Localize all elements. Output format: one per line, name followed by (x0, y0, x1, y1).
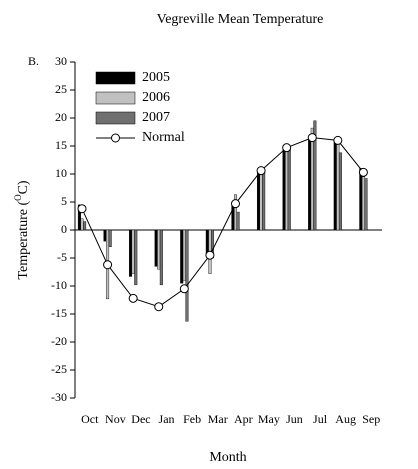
legend-swatch (95, 71, 136, 85)
y-tick-label: -20 (51, 334, 67, 348)
y-tick-label: 10 (55, 166, 67, 180)
bar (262, 172, 266, 231)
bar (182, 229, 186, 281)
point (282, 143, 292, 153)
point (333, 135, 343, 145)
chart-title: Vegreville Mean Temperature (157, 12, 324, 27)
bar (131, 229, 135, 274)
x-tick-label: Dec (131, 412, 150, 426)
y-tick-label: -15 (51, 306, 67, 320)
bar (285, 144, 289, 231)
bar (134, 229, 138, 286)
bar (313, 120, 317, 231)
x-tick-label: Jul (313, 412, 328, 426)
x-tick-label: Nov (105, 412, 126, 426)
y-tick-label: 5 (61, 194, 67, 208)
bar (308, 137, 312, 231)
point (358, 167, 368, 177)
y-tick-label: 30 (55, 54, 67, 68)
x-tick-label: Jan (159, 412, 175, 426)
bar (338, 152, 342, 231)
y-tick-label: -25 (51, 362, 67, 376)
bar (103, 229, 107, 242)
x-tick-label: Feb (183, 412, 201, 426)
point (154, 302, 164, 312)
x-tick-label: Mar (208, 412, 228, 426)
bar (336, 137, 340, 231)
bar (157, 229, 161, 270)
bar (80, 218, 84, 231)
x-tick-label: May (258, 412, 280, 426)
line (81, 137, 364, 308)
point (103, 260, 113, 270)
legend-marker (111, 133, 120, 143)
legend-label: 2005 (142, 70, 170, 85)
x-tick-label: Jun (286, 412, 303, 426)
point (231, 199, 240, 209)
legend-swatch (95, 111, 136, 125)
legend-label: Normal (142, 130, 185, 145)
bar (256, 172, 260, 231)
point (128, 293, 138, 303)
point (77, 204, 87, 214)
bar (259, 168, 263, 231)
bar (361, 176, 365, 231)
bar (287, 146, 291, 231)
y-tick-label: 25 (55, 82, 67, 96)
y-tick-label: -10 (51, 278, 67, 292)
bar (333, 141, 337, 231)
x-axis-label: Month (209, 450, 246, 465)
panel-label: B. (28, 54, 39, 68)
bar (282, 145, 286, 231)
bar (185, 229, 189, 322)
bar (364, 178, 368, 231)
bar (129, 229, 133, 277)
point (256, 166, 266, 176)
x-tick-label: Oct (81, 412, 99, 426)
bar (154, 229, 158, 267)
bar (108, 229, 112, 247)
bar (359, 168, 363, 231)
bar (77, 204, 81, 231)
bar (180, 229, 184, 284)
bar (83, 221, 87, 231)
y-tick-label: 0 (61, 222, 67, 236)
point (179, 284, 189, 294)
legend-label: 2007 (142, 110, 170, 125)
bar (310, 127, 314, 231)
y-tick-label: 15 (55, 138, 67, 152)
x-tick-label: Sep (362, 412, 380, 426)
y-tick-label: -30 (51, 390, 67, 404)
y-tick-label: -5 (57, 250, 67, 264)
bar (159, 229, 163, 286)
y-axis-label: Temperature (OC) (13, 180, 31, 280)
x-tick-label: Aug (335, 412, 356, 426)
point (205, 250, 215, 260)
legend-label: 2006 (142, 90, 170, 105)
legend-swatch (95, 91, 136, 105)
point (307, 133, 317, 143)
y-tick-label: 20 (55, 110, 67, 124)
x-tick-label: Apr (234, 412, 253, 426)
bar (236, 211, 240, 231)
